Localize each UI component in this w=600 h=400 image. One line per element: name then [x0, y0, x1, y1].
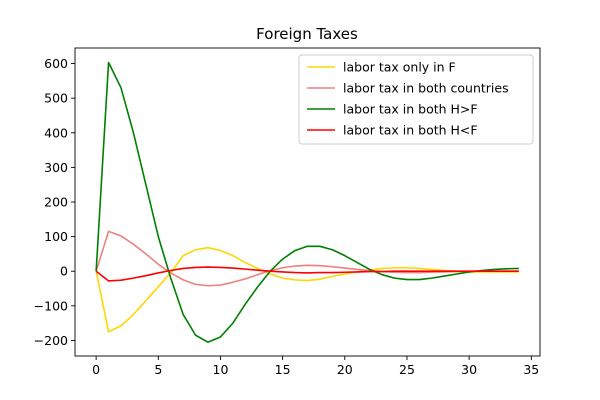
y-tick-label-5: 300: [44, 160, 68, 175]
x-tick-label-6: 30: [461, 362, 477, 377]
series-line-3: [95, 266, 519, 282]
y-tick-label-6: 400: [44, 125, 68, 140]
x-tick-label-0: 0: [92, 362, 100, 377]
legend-box: [298, 54, 534, 145]
plot-area: 0 5 10 15 20 25 30 35 −200 −100 0 100 200 300 400 500 60…: [34, 47, 541, 377]
x-tick-label-2: 10: [213, 362, 229, 377]
y-tick-label-8: 600: [44, 56, 68, 71]
x-tick-label-3: 15: [275, 362, 291, 377]
legend-label-0: labor tax only in F: [343, 60, 456, 75]
series-line-0: [95, 246, 519, 333]
x-tick-label-7: 35: [523, 362, 539, 377]
y-tick-label-3: 100: [44, 229, 68, 244]
y-tick-label-2: 0: [60, 264, 68, 279]
x-tick-label-5: 25: [399, 362, 415, 377]
legend-label-1: labor tax in both countries: [343, 81, 509, 96]
y-tick-label-4: 200: [44, 195, 68, 210]
y-tick-label-1: −100: [34, 298, 68, 313]
chart-title: Foreign Taxes: [256, 25, 358, 43]
x-tick-label-4: 20: [337, 362, 353, 377]
legend-label-3: labor tax in both H<F: [343, 123, 478, 138]
series-line-2: [95, 61, 519, 343]
x-tick-label-1: 5: [154, 362, 162, 377]
legend: labor tax only in F labor tax in both cou…: [298, 54, 534, 145]
y-tick-label-7: 500: [44, 91, 68, 106]
y-tick-label-0: −200: [34, 333, 68, 348]
legend-label-2: labor tax in both H>F: [343, 102, 478, 117]
